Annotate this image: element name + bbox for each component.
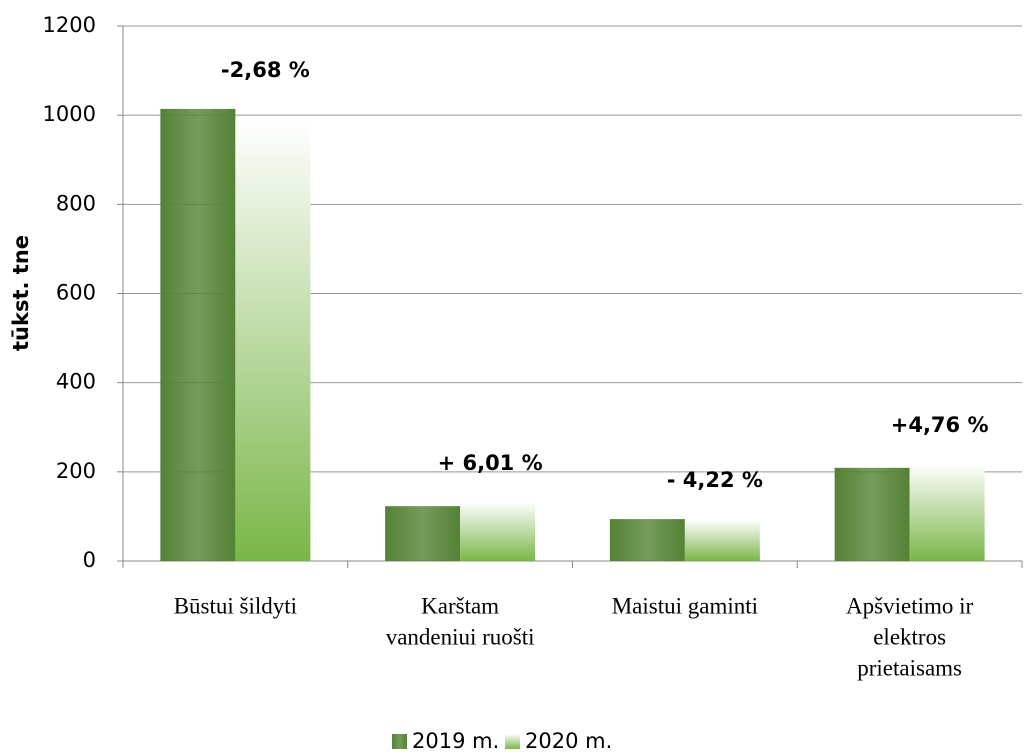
- annotation: + 6,01 %: [438, 451, 543, 475]
- legend-swatch: [392, 734, 407, 749]
- x-tick-label: Maistui gaminti: [612, 593, 758, 618]
- x-tick-label: prietaisams: [857, 655, 962, 680]
- x-tick-label: Būstui šildyti: [174, 593, 297, 618]
- y-tick-label: 800: [56, 191, 96, 215]
- bar: [235, 120, 311, 562]
- bar: [385, 506, 461, 561]
- legend-swatch: [505, 734, 520, 749]
- y-tick-label: 0: [83, 548, 96, 572]
- y-tick-label: 1000: [43, 102, 96, 126]
- y-axis-label: tūkst. tne: [9, 235, 33, 351]
- x-tick-label: Karštam: [421, 593, 499, 618]
- bar: [684, 519, 760, 561]
- y-tick-label: 1200: [43, 13, 96, 37]
- y-tick-label: 400: [56, 370, 96, 394]
- legend-label: 2020 m.: [525, 729, 612, 753]
- bar: [160, 108, 236, 562]
- bar: [609, 519, 685, 561]
- legend-label: 2019 m.: [412, 729, 499, 753]
- x-tick-label: vandeniui ruošti: [386, 624, 535, 649]
- annotation: - 4,22 %: [667, 468, 763, 492]
- y-tick-label: 600: [56, 281, 96, 305]
- annotation: +4,76 %: [891, 413, 989, 437]
- bar: [460, 502, 536, 561]
- annotation: -2,68 %: [221, 58, 310, 82]
- x-tick-label: Apšvietimo ir: [846, 593, 973, 618]
- x-tick-label: elektros: [873, 624, 946, 649]
- y-tick-label: 200: [56, 459, 96, 483]
- bar: [834, 467, 910, 561]
- bar: [909, 463, 985, 561]
